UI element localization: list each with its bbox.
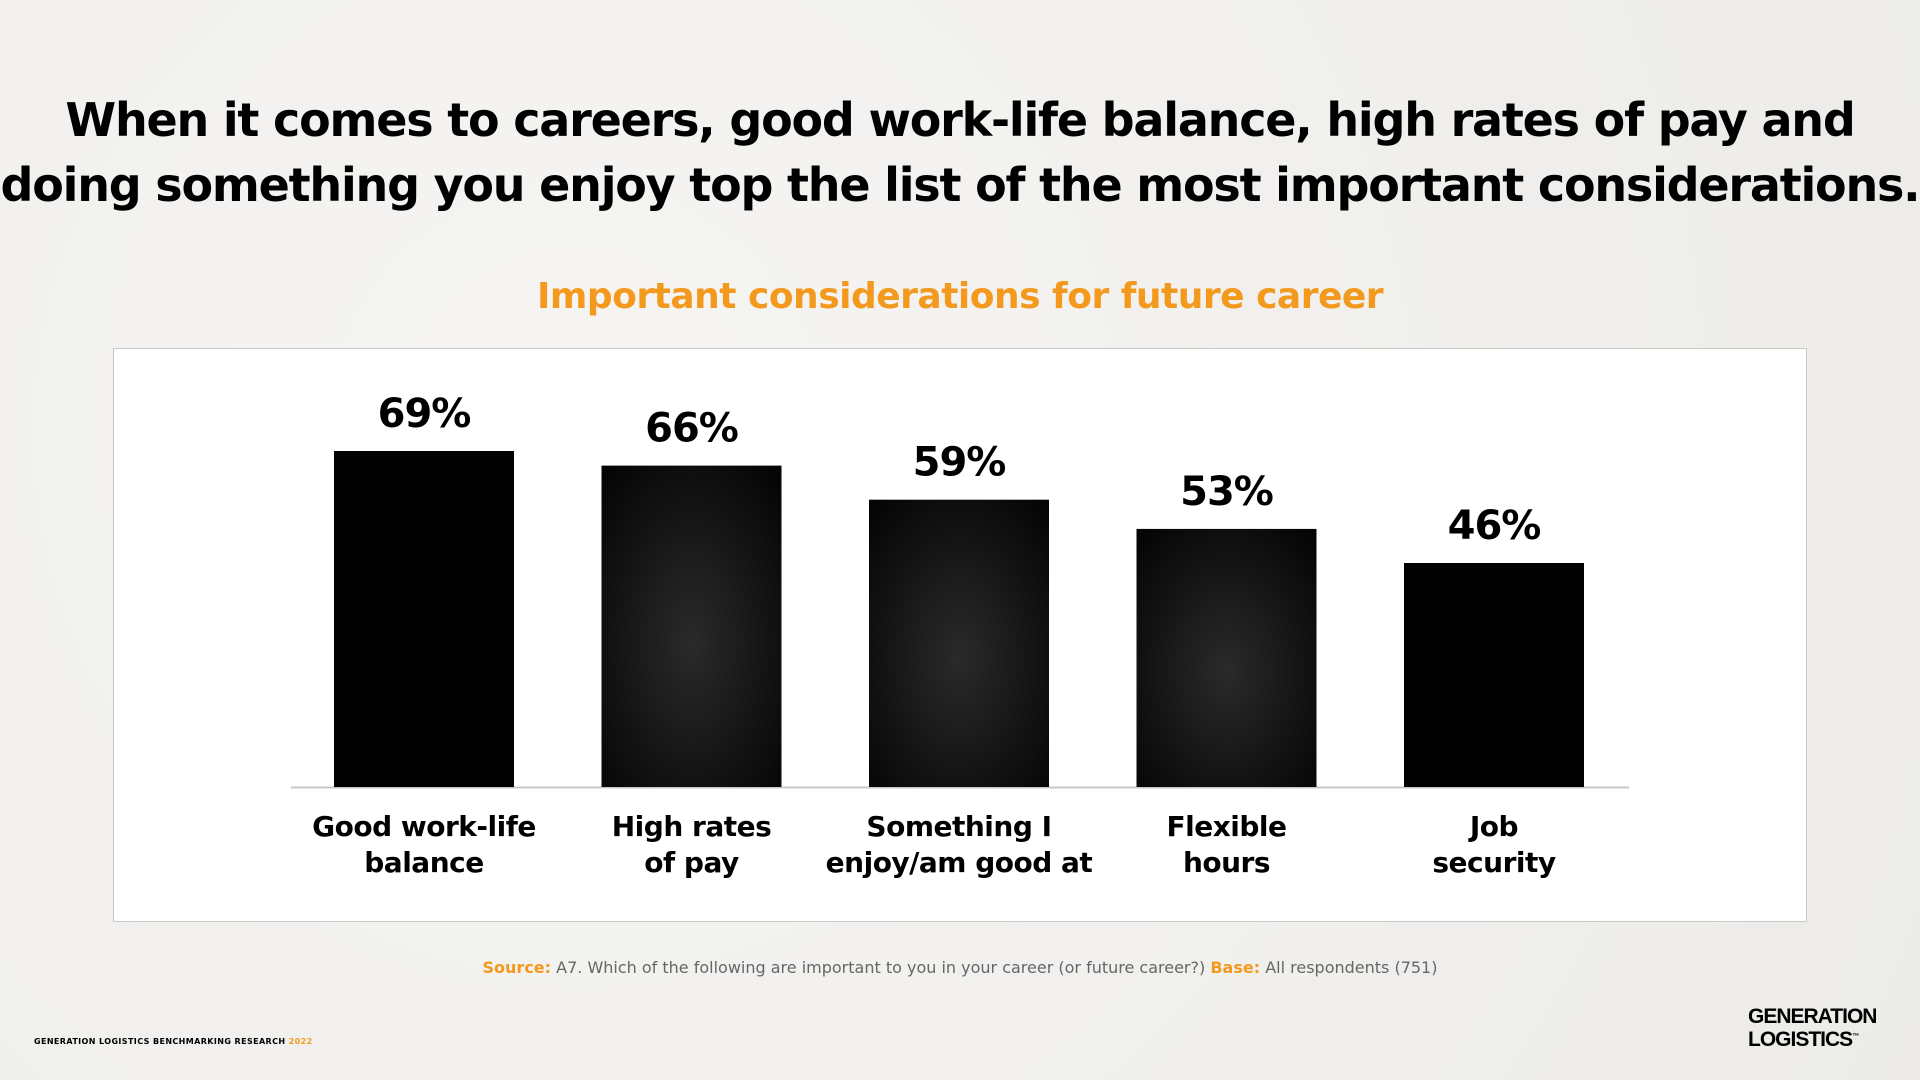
data-label: 66% xyxy=(645,406,738,452)
logo-tm: ™ xyxy=(1852,1033,1859,1040)
bar-1 xyxy=(601,465,782,787)
category-label: hours xyxy=(1183,846,1270,879)
footer-caption: GENERATION LOGISTICS BENCHMARKING RESEAR… xyxy=(34,1037,313,1046)
title-line-2: doing something you enjoy top the list o… xyxy=(0,158,1920,212)
base-text: All respondents (751) xyxy=(1265,958,1438,977)
title-line-1: When it comes to careers, good work-life… xyxy=(65,93,1855,147)
footer-year: 2022 xyxy=(288,1037,313,1046)
source-note: Source: A7. Which of the following are i… xyxy=(0,958,1920,977)
category-label: balance xyxy=(364,846,483,879)
bar-2 xyxy=(869,499,1049,787)
data-label: 69% xyxy=(378,391,471,437)
category-label: enjoy/am good at xyxy=(826,846,1093,879)
source-label: Source: xyxy=(482,958,552,977)
data-label: 46% xyxy=(1448,503,1541,549)
generation-logistics-logo: GENERATION LOGISTICS™ xyxy=(1748,1005,1877,1051)
footer-text: GENERATION LOGISTICS BENCHMARKING RESEAR… xyxy=(34,1037,286,1046)
category-label: Flexible xyxy=(1166,810,1286,843)
category-label: security xyxy=(1432,846,1555,879)
bar-3 xyxy=(1136,528,1317,787)
source-text: A7. Which of the following are important… xyxy=(556,958,1206,977)
category-label: High rates xyxy=(612,810,772,843)
base-label: Base: xyxy=(1210,958,1261,977)
category-label: Good work-life xyxy=(312,810,536,843)
bar-0 xyxy=(334,451,514,787)
data-label: 53% xyxy=(1180,469,1273,515)
data-label: 59% xyxy=(913,440,1006,486)
page-title: When it comes to careers, good work-life… xyxy=(0,88,1920,218)
logo-line-1: GENERATION xyxy=(1748,1005,1877,1028)
bar-4 xyxy=(1404,563,1584,787)
category-label: Something I xyxy=(866,810,1051,843)
logo-line-2: LOGISTICS xyxy=(1748,1028,1853,1051)
chart-title: Important considerations for future care… xyxy=(536,276,1384,317)
category-label: of pay xyxy=(644,846,739,879)
category-label: Job xyxy=(1468,810,1518,843)
